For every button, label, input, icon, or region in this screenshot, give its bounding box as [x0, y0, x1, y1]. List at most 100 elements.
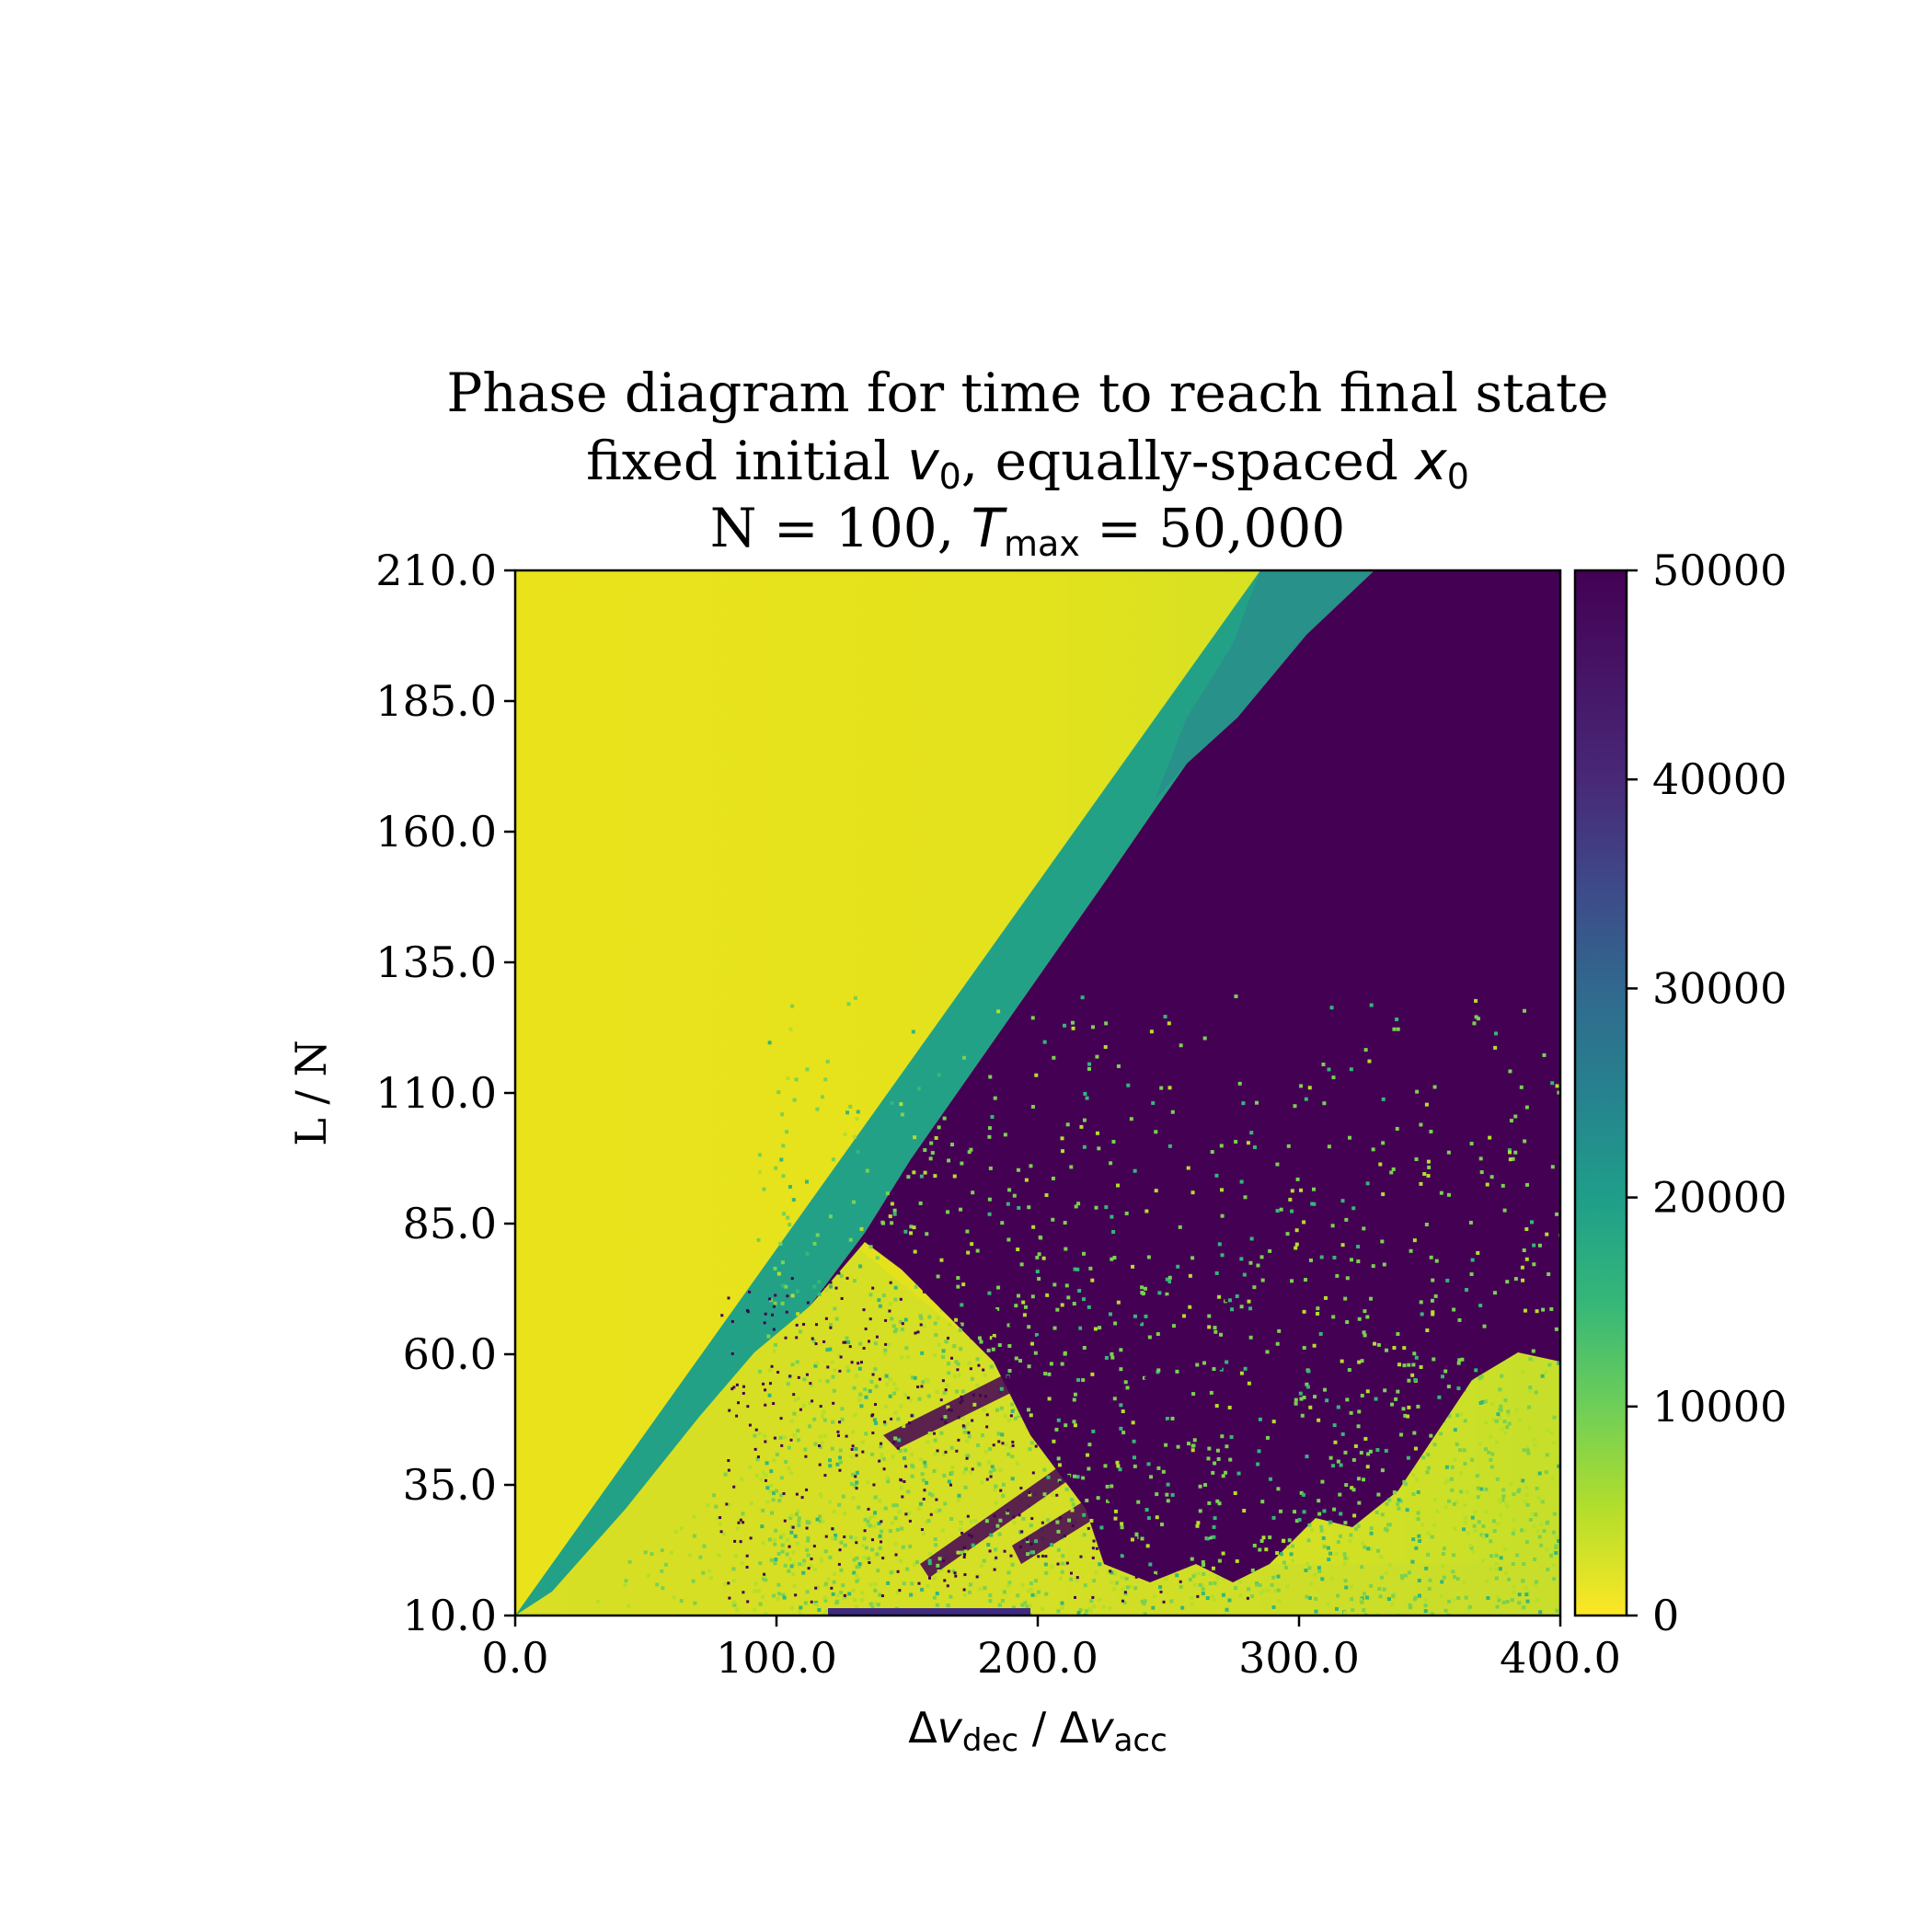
heatmap-cell	[716, 1515, 720, 1520]
heatmap-speckle	[760, 1524, 765, 1529]
heatmap-speckle	[906, 1175, 911, 1179]
heatmap-speckle	[986, 1348, 991, 1352]
heatmap-speckle	[1294, 1228, 1299, 1233]
heatmap-speckle	[1133, 1455, 1137, 1460]
heatmap-cell	[687, 1553, 692, 1558]
heatmap-speckle	[1054, 1427, 1059, 1432]
heatmap-speckle	[1343, 1296, 1348, 1301]
heatmap-speckle	[855, 1117, 859, 1121]
heatmap-cell	[791, 1550, 796, 1555]
heatmap-cell	[982, 1408, 986, 1412]
heatmap-cell	[1531, 1437, 1535, 1442]
heatmap-speckle	[988, 1166, 993, 1170]
title-line-3: N = 100, Tmax = 50,000	[710, 497, 1345, 564]
heatmap-speckle	[1173, 1551, 1177, 1555]
heatmap-cell	[1524, 1486, 1529, 1490]
heatmap-speckle	[1340, 1359, 1344, 1363]
heatmap-cell	[820, 1441, 824, 1445]
heatmap-cell	[1108, 1606, 1112, 1611]
heatmap-speckle	[824, 1609, 829, 1614]
heatmap-speckle	[1085, 1498, 1089, 1502]
heatmap-speckle	[874, 1403, 878, 1407]
heatmap-speckle	[936, 1563, 940, 1568]
heatmap-speckle	[1363, 1048, 1368, 1052]
heatmap-cell	[910, 1474, 914, 1478]
heatmap-speckle	[1425, 1328, 1430, 1333]
heatmap-speckle	[1256, 1462, 1260, 1466]
heatmap-speckle	[1363, 1436, 1368, 1441]
heatmap-speckle	[765, 1500, 770, 1504]
heatmap-speckle	[824, 1317, 828, 1320]
heatmap-cell	[1521, 1579, 1525, 1583]
heatmap-speckle	[817, 1280, 822, 1284]
heatmap-speckle	[864, 1432, 868, 1436]
heatmap-speckle	[818, 1463, 822, 1466]
heatmap-speckle	[1412, 1597, 1417, 1602]
heatmap-speckle	[1100, 1283, 1104, 1287]
heatmap-cell	[660, 1569, 664, 1573]
heatmap-cell	[1213, 1581, 1217, 1585]
heatmap-speckle	[1521, 1370, 1525, 1374]
heatmap-speckle	[1555, 1084, 1559, 1088]
heatmap-speckle	[1233, 1490, 1237, 1495]
heatmap-speckle	[1257, 1449, 1261, 1454]
heatmap-speckle	[1123, 1591, 1127, 1594]
heatmap-speckle	[745, 1554, 749, 1558]
heatmap-speckle	[909, 1225, 914, 1229]
heatmap-speckle	[838, 1460, 843, 1465]
heatmap-cell	[1363, 1545, 1367, 1549]
heatmap-speckle	[1538, 1610, 1543, 1615]
heatmap-speckle	[1041, 1521, 1044, 1524]
heatmap-speckle	[822, 1418, 827, 1422]
heatmap-speckle	[1006, 1570, 1011, 1575]
heatmap-speckle	[1402, 1479, 1407, 1484]
heatmap-speckle	[868, 1561, 871, 1565]
heatmap-cell	[1455, 1500, 1459, 1504]
heatmap-speckle	[1347, 1368, 1351, 1373]
heatmap-speckle	[884, 1318, 888, 1322]
heatmap-speckle	[831, 1420, 835, 1424]
heatmap-cell	[663, 1562, 668, 1567]
heatmap-cell	[1382, 1587, 1386, 1592]
heatmap-speckle	[1478, 1304, 1483, 1308]
heatmap-speckle	[1211, 1470, 1215, 1475]
heatmap-cell	[1551, 1563, 1556, 1568]
heatmap-speckle	[929, 1512, 933, 1516]
heatmap-speckle	[1263, 1458, 1267, 1462]
heatmap-speckle	[1328, 1551, 1333, 1556]
heatmap-speckle	[904, 1512, 908, 1516]
heatmap-speckle	[1108, 1498, 1111, 1501]
heatmap-speckle	[1524, 1105, 1529, 1110]
heatmap-speckle	[1144, 1508, 1149, 1512]
heatmap-cell	[796, 1397, 800, 1401]
heatmap-speckle	[1169, 1599, 1174, 1604]
heatmap-speckle	[838, 1420, 842, 1424]
heatmap-speckle	[893, 1436, 898, 1441]
heatmap-cell	[935, 1389, 939, 1394]
heatmap-speckle	[857, 1366, 862, 1371]
heatmap-speckle	[1212, 1535, 1216, 1539]
heatmap-cell	[933, 1452, 937, 1456]
heatmap-speckle	[763, 1574, 767, 1579]
heatmap-speckle	[800, 1496, 804, 1500]
heatmap-speckle	[1462, 1581, 1466, 1585]
heatmap-speckle	[1132, 1301, 1135, 1305]
heatmap-cell	[826, 1577, 831, 1581]
heatmap-speckle	[1529, 1220, 1534, 1225]
heatmap-speckle	[854, 1475, 857, 1478]
heatmap-speckle	[1236, 1571, 1239, 1575]
heatmap-speckle	[961, 1055, 966, 1060]
heatmap-cell	[1477, 1520, 1481, 1524]
heatmap-speckle	[833, 1306, 837, 1311]
heatmap-speckle	[745, 1309, 749, 1313]
heatmap-cell	[1423, 1598, 1428, 1603]
heatmap-speckle	[1396, 1027, 1400, 1031]
heatmap-speckle	[867, 1507, 870, 1511]
heatmap-cell	[797, 1519, 801, 1524]
heatmap-speckle	[815, 1233, 820, 1237]
heatmap-speckle	[1009, 1414, 1013, 1418]
heatmap-speckle	[1501, 1494, 1506, 1499]
heatmap-speckle	[1287, 1538, 1292, 1543]
heatmap-speckle	[1091, 1595, 1095, 1599]
